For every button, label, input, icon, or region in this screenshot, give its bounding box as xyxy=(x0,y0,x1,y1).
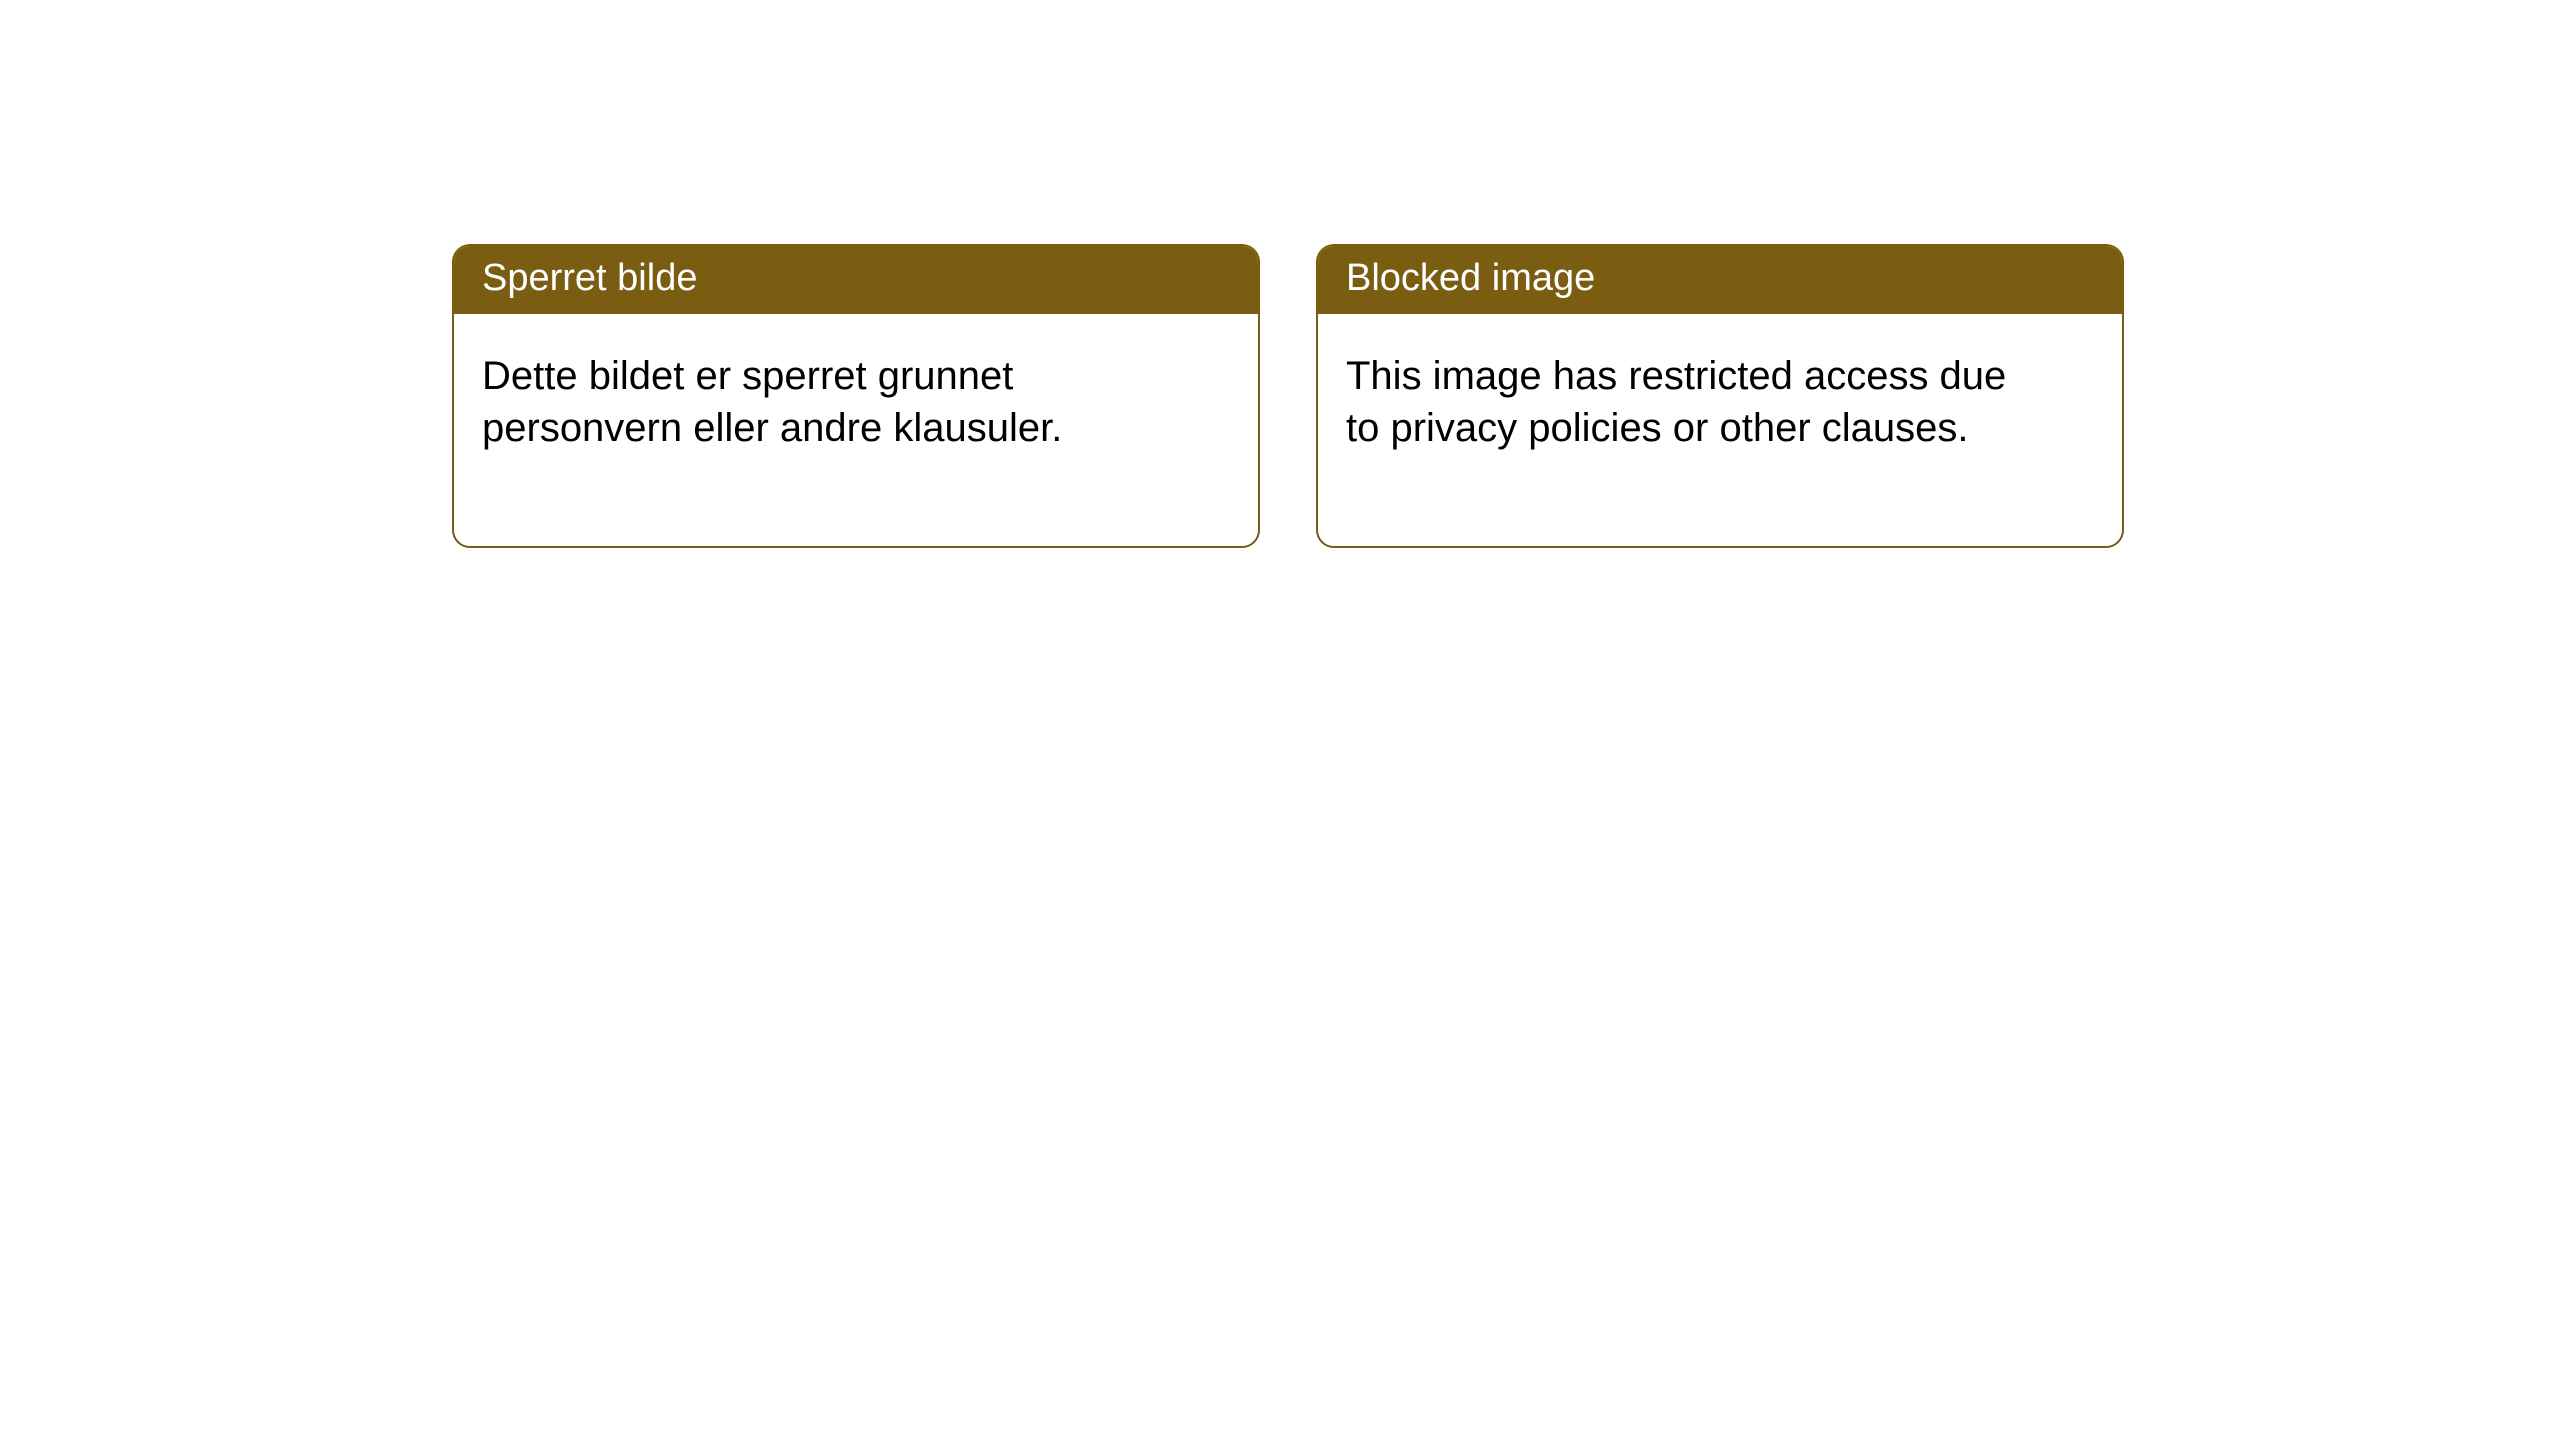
notice-card-norwegian: Sperret bilde Dette bildet er sperret gr… xyxy=(452,244,1260,548)
notice-body: Dette bildet er sperret grunnet personve… xyxy=(454,314,1258,546)
notice-body-text: This image has restricted access due to … xyxy=(1346,350,2026,454)
notice-body-text: Dette bildet er sperret grunnet personve… xyxy=(482,350,1162,454)
notice-title: Blocked image xyxy=(1318,246,2122,314)
notice-card-english: Blocked image This image has restricted … xyxy=(1316,244,2124,548)
notice-container: Sperret bilde Dette bildet er sperret gr… xyxy=(0,0,2560,548)
notice-title: Sperret bilde xyxy=(454,246,1258,314)
notice-body: This image has restricted access due to … xyxy=(1318,314,2122,546)
